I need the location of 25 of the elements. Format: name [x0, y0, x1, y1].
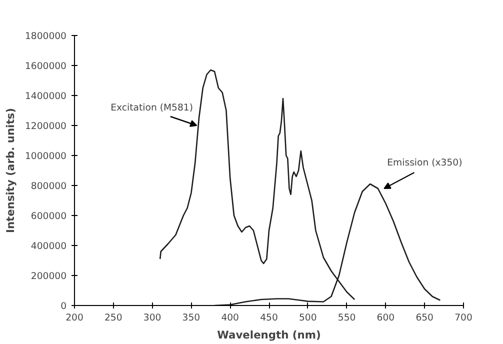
- y-tick-label: 1800000: [24, 31, 67, 42]
- y-tick-label: 1200000: [24, 121, 67, 132]
- x-tick-label: 250: [104, 312, 122, 324]
- annotation: Emission (x350): [387, 158, 462, 168]
- y-tick-label: 1400000: [24, 91, 67, 102]
- x-tick-label: 650: [416, 312, 434, 324]
- x-tick-label: 300: [143, 312, 162, 324]
- y-tick-label: 800000: [30, 181, 67, 192]
- annotation: Excitation (M581): [110, 102, 193, 114]
- x-tick-label: 500: [299, 312, 317, 324]
- y-tick-label: 1000000: [24, 151, 67, 162]
- x-tick-label: 550: [338, 312, 356, 324]
- x-tick-label: 700: [454, 312, 472, 324]
- y-tick-label: 0: [60, 301, 67, 312]
- y-tick-label: 600000: [30, 211, 67, 222]
- y-axis-title: Intensity (arb. units): [4, 108, 17, 234]
- x-tick-label: 450: [260, 312, 278, 324]
- y-tick-label: 1600000: [24, 61, 67, 72]
- x-tick-label: 200: [66, 312, 84, 324]
- y-tick-label: 200000: [30, 271, 67, 282]
- x-axis-title: Wavelength (nm): [217, 328, 321, 342]
- x-tick-label: 600: [376, 312, 395, 324]
- x-tick-label: 350: [182, 312, 200, 324]
- y-tick-label: 400000: [30, 241, 67, 252]
- x-tick-label: 400: [221, 312, 240, 324]
